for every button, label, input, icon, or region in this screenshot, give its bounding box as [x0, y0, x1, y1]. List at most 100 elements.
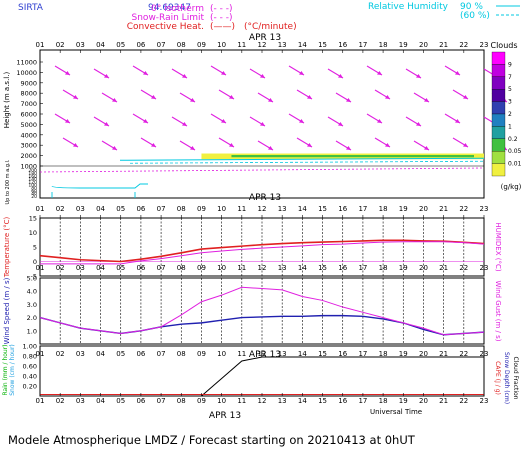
legend-isotherm-style: (- - -): [210, 4, 233, 14]
hour-tick-label: 09: [197, 397, 206, 405]
hour-tick-label: 21: [439, 350, 448, 358]
legend-rh-90: 90 %: [460, 2, 483, 12]
hour-tick-label: 10: [217, 41, 226, 49]
hour-tick-label: 16: [338, 350, 347, 358]
hour-tick-label: 15: [318, 397, 327, 405]
low-height-tick-label: 160: [28, 174, 37, 180]
colorbar-tick-label: 2: [508, 111, 512, 118]
colorbar-tick-label: 0.01: [508, 161, 522, 168]
rh-90-line: [119, 157, 485, 161]
hour-tick-label: 21: [439, 205, 448, 213]
low-height-tick-label: 60: [31, 188, 37, 194]
hour-tick-label: 21: [439, 264, 448, 272]
rain-date-label: APR 13: [249, 350, 281, 360]
hour-tick-label: 22: [459, 350, 468, 358]
rain-hour-axis-bottom: 01 02 03 04 05 06 07 08 09 10 11 12 13 14 15 16 17 18 19 20…: [36, 393, 489, 405]
hour-tick-label: 14: [298, 205, 307, 213]
hour-tick-label: 04: [96, 41, 105, 49]
hour-tick-label: 22: [459, 205, 468, 213]
hour-tick-label: 12: [258, 205, 267, 213]
wind-arrow-head: [260, 122, 265, 126]
wind-arrow-head: [104, 122, 109, 126]
colorbar-cell: [491, 151, 506, 164]
hour-tick-label: 06: [136, 350, 145, 358]
wind-arrow-head: [73, 95, 78, 99]
wind-arrow-head: [385, 143, 390, 147]
hour-tick-label: 03: [76, 350, 85, 358]
colorbar-cell: [491, 101, 506, 115]
wind-tick-label: 5.0: [27, 275, 37, 283]
wind-arrow-head: [416, 122, 421, 126]
colorbar-cell: [491, 51, 506, 65]
hour-tick-label: 04: [96, 264, 105, 272]
low-height-tick-label: 120: [28, 180, 37, 186]
hour-tick-label: 18: [379, 397, 388, 405]
hour-tick-label: 15: [318, 41, 327, 49]
colorbar-cell: [491, 163, 506, 177]
universal-time-label: Universal Time: [370, 408, 422, 416]
hour-tick-label: 08: [177, 350, 186, 358]
hour-tick-label: 02: [56, 41, 65, 49]
hour-tick-label: 01: [36, 41, 45, 49]
wind-arrow-head: [143, 71, 148, 75]
rh-low-contour: [51, 183, 148, 189]
rain-tick-label: 0.40: [23, 373, 37, 381]
wind-arrow-head: [112, 98, 117, 102]
hour-tick-label: 03: [76, 397, 85, 405]
hour-tick-label: 15: [318, 264, 327, 272]
wind-arrow-head: [221, 119, 226, 123]
height-tick-label: 1000: [20, 163, 37, 171]
wind-arrow-head: [424, 98, 429, 102]
hour-tick-label: 09: [197, 41, 206, 49]
hour-tick-label: 13: [278, 264, 287, 272]
colorbar-tick-label: 0.2: [508, 136, 518, 143]
hour-tick-label: 04: [96, 397, 105, 405]
wind-arrow-head: [455, 119, 460, 123]
hour-tick-label: 18: [379, 41, 388, 49]
wind-arrow-head: [73, 143, 78, 147]
hour-tick-label: 15: [318, 350, 327, 358]
legend-left: 0° isotherm (- - -) Snow-Rain Limit (- -…: [127, 4, 297, 32]
wind-gust-line: [39, 286, 485, 336]
wind-tick-label: 4.0: [27, 288, 37, 296]
height-axis-ticks: 11000 10000 9000 8000 7000 6000 5000 4000 3000 20…: [16, 59, 43, 171]
hour-tick-label: 23: [480, 205, 489, 213]
hour-tick-label: 22: [459, 264, 468, 272]
rain-tick-label: 0.60: [23, 363, 37, 371]
hour-tick-label: 23: [480, 397, 489, 405]
colorbar-tick-label: 9: [508, 61, 512, 68]
wind-arrow-head: [463, 143, 468, 147]
temp-axis-label: Temperature (°C): [3, 217, 11, 279]
wind-arrow-head: [229, 95, 234, 99]
temp-date-label: APR 13: [249, 193, 281, 203]
legend-rh-label: Relative Humidity: [368, 2, 449, 12]
hour-tick-label: 12: [258, 264, 267, 272]
temp-tick-label: 10: [29, 229, 37, 237]
wind-arrow-head: [307, 143, 312, 147]
hour-tick-label: 22: [459, 41, 468, 49]
hour-tick-label: 20: [419, 397, 428, 405]
height-tick-label: 7000: [20, 100, 37, 108]
hour-tick-label: 21: [439, 41, 448, 49]
hour-tick-label: 09: [197, 264, 206, 272]
height-tick-label: 6000: [20, 111, 37, 119]
legend-right: Relative Humidity 90 % (60 %): [368, 2, 520, 21]
low-height-tick-label: 200: [28, 168, 37, 174]
wind-arrow-field: [54, 65, 508, 151]
hour-tick-label: 04: [96, 205, 105, 213]
wind-arrow-head: [104, 74, 109, 78]
wind-arrow-head: [65, 71, 70, 75]
hour-tick-label: 15: [318, 205, 327, 213]
hour-tick-label: 07: [157, 264, 166, 272]
hour-tick-label: 14: [298, 264, 307, 272]
wind-arrow-head: [65, 119, 70, 123]
wind-panel-grid: [59, 278, 465, 344]
hour-tick-label: 16: [338, 205, 347, 213]
low-height-tick-label: 20: [31, 194, 37, 200]
hour-tick-label: 04: [96, 350, 105, 358]
rain-y-ticks: 1.00 0.80 0.60 0.40 0.20: [23, 343, 37, 391]
clouds-colorbar-title: Clouds: [490, 41, 517, 50]
hour-tick-label: 21: [439, 397, 448, 405]
hour-tick-label: 02: [56, 397, 65, 405]
hour-tick-label: 17: [358, 41, 367, 49]
